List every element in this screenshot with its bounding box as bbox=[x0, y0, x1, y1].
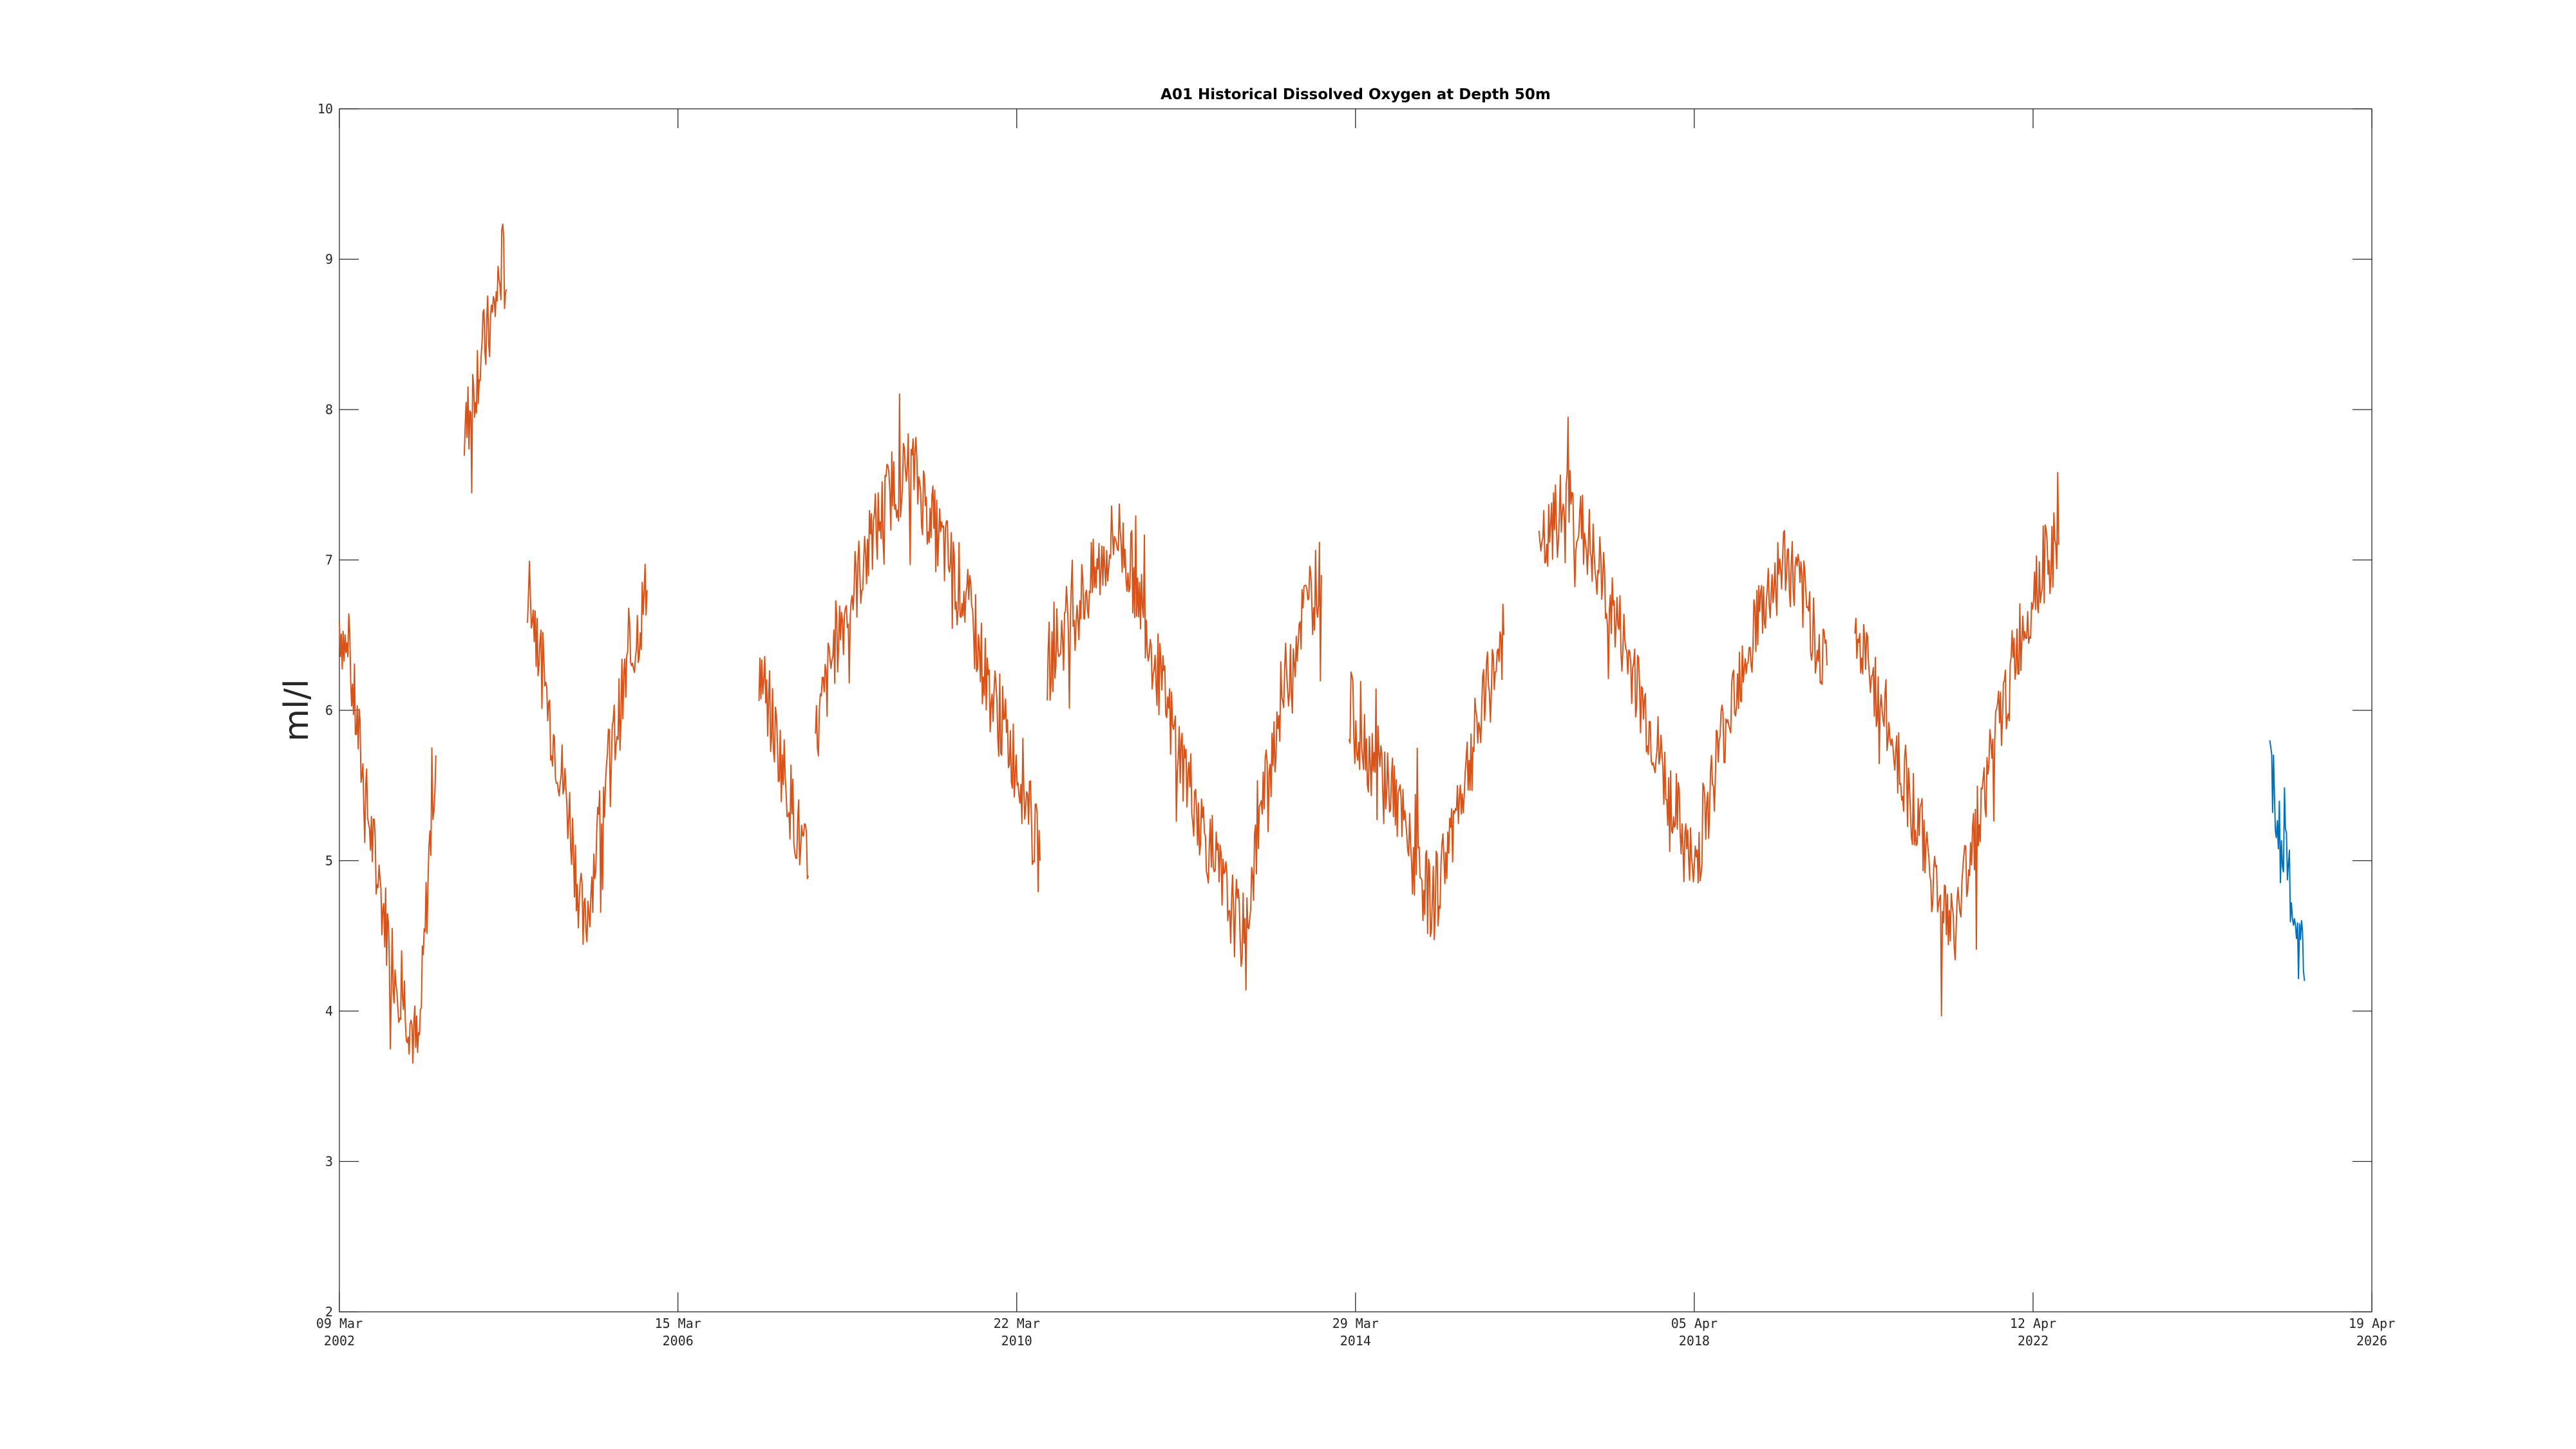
y-tick-label: 2 bbox=[325, 1304, 333, 1320]
x-tick-label-year: 2022 bbox=[2018, 1333, 2049, 1349]
y-axis-label: ml/l bbox=[278, 679, 316, 741]
x-tick-label-year: 2018 bbox=[1679, 1333, 1710, 1349]
x-tick-label: 09 Mar bbox=[316, 1316, 363, 1331]
series-line bbox=[1046, 503, 1322, 991]
plot-area bbox=[339, 108, 2372, 1312]
y-tick-label: 6 bbox=[325, 703, 333, 718]
series-line bbox=[527, 560, 648, 945]
y-tick-label: 4 bbox=[325, 1003, 333, 1019]
y-tick-label: 7 bbox=[325, 553, 333, 568]
series-line bbox=[1854, 471, 2060, 1017]
series-line bbox=[758, 656, 810, 880]
x-tick-label-year: 2026 bbox=[2356, 1333, 2387, 1349]
series-line bbox=[1348, 603, 1505, 940]
x-tick-label-year: 2006 bbox=[663, 1333, 694, 1349]
series-line bbox=[339, 613, 437, 1064]
x-tick-label: 19 Apr bbox=[2349, 1316, 2395, 1331]
x-tick-label: 05 Apr bbox=[1671, 1316, 1718, 1331]
x-tick-label: 29 Mar bbox=[1332, 1316, 1379, 1331]
series-line bbox=[1538, 417, 1828, 884]
x-tick-label: 22 Mar bbox=[994, 1316, 1040, 1331]
x-tick-label: 15 Mar bbox=[655, 1316, 701, 1331]
series-layer bbox=[339, 223, 2306, 1064]
y-tick-label: 5 bbox=[325, 853, 333, 869]
series-line bbox=[2269, 740, 2306, 981]
ticks: 2 3 4 5 6 7 8 9 10 09 Mar 2002 15 Mar 2006 22 Mar 2010… bbox=[316, 101, 2395, 1349]
series-line bbox=[463, 223, 507, 494]
chart-title: A01 Historical Dissolved Oxygen at Depth… bbox=[1160, 86, 1551, 103]
series-line bbox=[815, 393, 1041, 893]
x-tick-label-year: 2014 bbox=[1340, 1333, 1371, 1349]
y-tick-label: 9 bbox=[325, 252, 333, 267]
y-tick-label: 3 bbox=[325, 1154, 333, 1170]
y-tick-label: 8 bbox=[325, 402, 333, 417]
x-tick-label: 12 Apr bbox=[2010, 1316, 2056, 1331]
y-tick-label: 10 bbox=[317, 101, 333, 117]
x-tick-label-year: 2002 bbox=[324, 1333, 355, 1349]
x-tick-label-year: 2010 bbox=[1001, 1333, 1032, 1349]
